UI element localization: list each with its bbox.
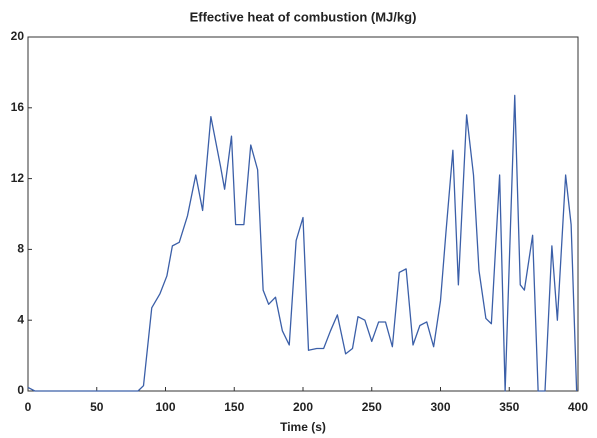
y-tick-label: 4 [17, 312, 24, 326]
x-tick-label: 200 [293, 400, 313, 414]
plot-frame [27, 36, 579, 392]
y-tick-label: 16 [11, 100, 25, 114]
chart-title: Effective heat of combustion (MJ/kg) [190, 9, 417, 24]
x-tick-label: 400 [568, 400, 588, 414]
x-tick-label: 50 [90, 400, 104, 414]
x-tick-label: 300 [430, 400, 450, 414]
x-tick-label: 0 [25, 400, 32, 414]
x-axis-label: Time (s) [280, 420, 326, 434]
y-tick-label: 12 [11, 171, 25, 185]
data-line [27, 94, 578, 392]
y-tick-label: 0 [17, 383, 24, 397]
x-tick-label: 250 [362, 400, 382, 414]
x-tick-label: 150 [224, 400, 244, 414]
y-tick-label: 20 [11, 29, 25, 43]
y-tick-label: 8 [17, 242, 24, 256]
x-tick-label: 350 [499, 400, 519, 414]
x-tick-label: 100 [155, 400, 175, 414]
